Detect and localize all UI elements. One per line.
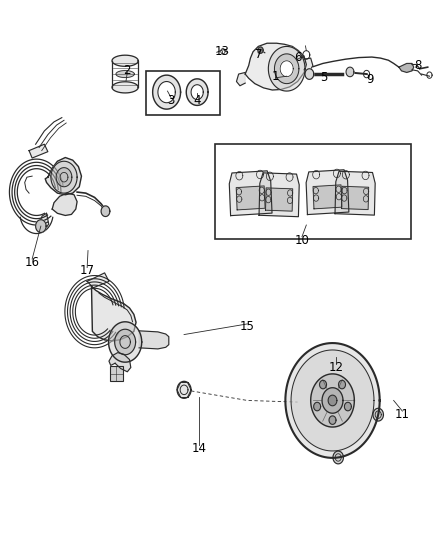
Polygon shape	[258, 47, 263, 53]
Text: 2: 2	[124, 64, 131, 77]
Polygon shape	[313, 185, 342, 209]
Polygon shape	[344, 402, 351, 411]
Polygon shape	[51, 161, 77, 193]
Polygon shape	[101, 206, 110, 216]
Polygon shape	[139, 331, 169, 349]
Polygon shape	[305, 69, 314, 79]
Polygon shape	[56, 167, 72, 187]
Polygon shape	[29, 144, 48, 158]
Polygon shape	[342, 186, 369, 209]
Polygon shape	[87, 273, 109, 288]
Polygon shape	[109, 322, 142, 362]
Text: 1: 1	[272, 70, 279, 83]
Polygon shape	[399, 63, 414, 72]
Polygon shape	[314, 402, 321, 411]
Polygon shape	[112, 55, 138, 66]
Polygon shape	[275, 54, 299, 84]
Text: 9: 9	[366, 73, 373, 86]
Text: 10: 10	[294, 235, 309, 247]
Polygon shape	[280, 61, 293, 77]
Bar	[215, 144, 411, 239]
Polygon shape	[335, 171, 375, 215]
Text: 15: 15	[240, 320, 255, 333]
Polygon shape	[265, 188, 293, 211]
Text: 14: 14	[192, 442, 207, 455]
Polygon shape	[186, 79, 208, 106]
Text: 11: 11	[395, 408, 410, 421]
Polygon shape	[373, 408, 383, 421]
Polygon shape	[311, 374, 354, 427]
Polygon shape	[291, 350, 374, 451]
Polygon shape	[286, 343, 380, 458]
Polygon shape	[328, 395, 337, 406]
Polygon shape	[152, 75, 180, 109]
Polygon shape	[109, 353, 131, 372]
Bar	[146, 71, 220, 115]
Polygon shape	[35, 220, 46, 232]
Polygon shape	[116, 70, 134, 78]
Polygon shape	[339, 381, 346, 389]
Polygon shape	[306, 170, 349, 215]
Polygon shape	[245, 43, 306, 90]
Text: 6: 6	[294, 51, 301, 64]
Polygon shape	[45, 158, 81, 195]
Polygon shape	[346, 67, 354, 77]
Text: 8: 8	[414, 59, 421, 72]
Polygon shape	[236, 186, 265, 210]
Polygon shape	[333, 451, 343, 464]
Polygon shape	[177, 381, 191, 398]
Bar	[110, 367, 123, 381]
Polygon shape	[158, 82, 175, 103]
Polygon shape	[115, 329, 136, 355]
Polygon shape	[191, 85, 203, 100]
Polygon shape	[52, 193, 77, 215]
Text: 4: 4	[194, 94, 201, 107]
Text: 16: 16	[25, 256, 39, 269]
Text: 3: 3	[167, 94, 175, 107]
Polygon shape	[329, 416, 336, 424]
Text: 7: 7	[254, 49, 262, 61]
Polygon shape	[229, 171, 272, 216]
Text: 12: 12	[328, 361, 343, 374]
Polygon shape	[322, 387, 343, 413]
Text: 5: 5	[320, 71, 328, 84]
Polygon shape	[320, 381, 326, 389]
Text: 17: 17	[80, 264, 95, 277]
Text: 13: 13	[215, 45, 230, 58]
Polygon shape	[39, 213, 49, 229]
Polygon shape	[259, 173, 299, 217]
Polygon shape	[92, 287, 136, 341]
Polygon shape	[268, 46, 305, 91]
Polygon shape	[304, 58, 313, 71]
Polygon shape	[112, 82, 138, 93]
Polygon shape	[237, 72, 245, 86]
